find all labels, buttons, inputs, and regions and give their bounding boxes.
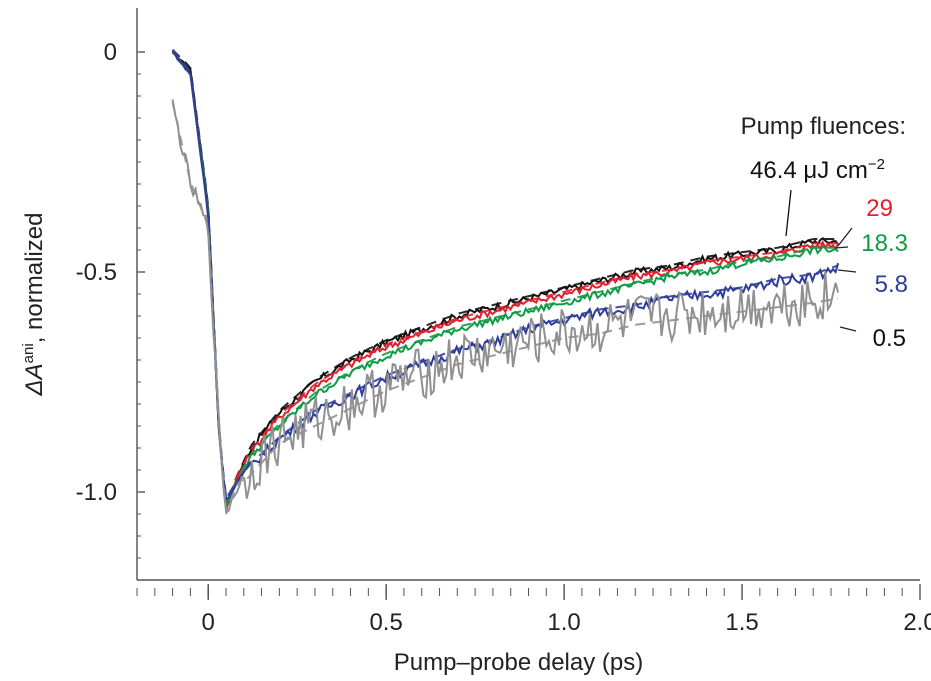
- label-leader-5.8: [837, 269, 857, 273]
- series-fit-29: [171, 49, 839, 507]
- label-leader-0.5: [839, 326, 857, 332]
- series-label-0.5: 0.5: [873, 325, 906, 352]
- series-label-18.3: 18.3: [861, 230, 908, 257]
- x-tick-label: 1.0: [547, 609, 580, 636]
- y-tick-label: -1.0: [76, 479, 117, 506]
- label-leader-29: [837, 227, 853, 247]
- series-label-5.8: 5.8: [875, 271, 908, 298]
- y-tick-label: 0: [104, 39, 117, 66]
- label-leader-18.3: [834, 246, 849, 249]
- x-tick-label: 2.0: [903, 609, 931, 636]
- x-tick-label: 0: [202, 609, 215, 636]
- x-axis-title: Pump–probe delay (ps): [394, 649, 643, 676]
- label-leader-46.4: [785, 189, 792, 237]
- series-label-29: 29: [866, 195, 893, 222]
- series-line-46.4: [171, 50, 839, 512]
- y-axis-title: ΔAani, normalized: [20, 213, 48, 397]
- series-label-46.4: 46.4 μJ cm−2: [750, 156, 885, 184]
- legend-title: Pump fluences:: [741, 113, 906, 140]
- series-line-0.5: [171, 99, 840, 515]
- x-tick-label: 0.5: [369, 609, 402, 636]
- series-line-29: [172, 51, 839, 509]
- y-tick-label: -0.5: [76, 259, 117, 286]
- x-tick-label: 1.5: [725, 609, 758, 636]
